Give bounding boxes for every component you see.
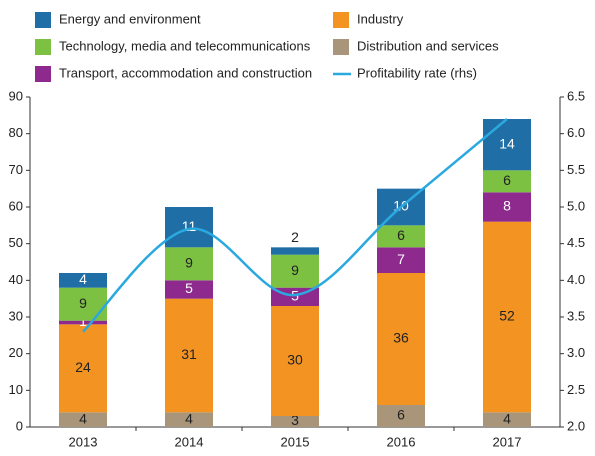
y2-tick-label: 4.0 xyxy=(567,272,585,287)
bar-segment xyxy=(377,405,425,427)
y2-tick-label: 2.0 xyxy=(567,418,585,433)
y2-tick-label: 5.5 xyxy=(567,162,585,177)
bar-segment xyxy=(271,247,319,255)
bar-segment xyxy=(271,254,319,288)
x-tick-label: 2014 xyxy=(175,434,204,449)
data-label: 31 xyxy=(181,346,197,362)
bar-segment xyxy=(271,306,319,416)
bar-segment xyxy=(377,273,425,405)
bar-segment xyxy=(59,287,107,321)
bar-segment xyxy=(165,412,213,427)
bar-segment xyxy=(165,280,213,299)
bar-segment xyxy=(377,247,425,273)
y2-tick-label: 3.5 xyxy=(567,308,585,323)
y2-tick-label: 5.0 xyxy=(567,198,585,213)
data-label: 30 xyxy=(287,352,303,368)
data-label: 9 xyxy=(185,255,193,271)
bar-segment xyxy=(165,207,213,248)
y-tick-label: 90 xyxy=(9,88,23,103)
bar-segment xyxy=(483,170,531,193)
y-tick-label: 60 xyxy=(9,198,23,213)
legend-label: Distribution and services xyxy=(357,38,499,53)
data-label: 2 xyxy=(291,229,299,245)
bar-segment xyxy=(483,412,531,427)
legend-swatch xyxy=(333,39,349,55)
data-label: 6 xyxy=(397,227,405,243)
data-label: 6 xyxy=(397,407,405,423)
y2-tick-label: 6.5 xyxy=(567,88,585,103)
data-label: 9 xyxy=(291,262,299,278)
bar-segment xyxy=(483,119,531,171)
data-label: 52 xyxy=(499,308,515,324)
data-label: 4 xyxy=(79,410,87,426)
bar-segment xyxy=(271,416,319,427)
legend-swatch xyxy=(333,12,349,28)
bar-segment xyxy=(165,247,213,281)
y-tick-label: 10 xyxy=(9,382,23,397)
data-label: 14 xyxy=(499,135,515,151)
bar-segment xyxy=(59,273,107,288)
x-tick-label: 2016 xyxy=(387,434,416,449)
data-label: 24 xyxy=(75,359,91,375)
data-label: 1 xyxy=(79,313,87,329)
y-tick-label: 50 xyxy=(9,235,23,250)
y2-tick-label: 6.0 xyxy=(567,125,585,140)
legend-swatch xyxy=(35,39,51,55)
y2-tick-label: 3.0 xyxy=(567,345,585,360)
data-label: 5 xyxy=(185,280,193,296)
legend-swatch xyxy=(35,66,51,82)
line xyxy=(82,118,508,333)
bar-segment xyxy=(483,221,531,413)
data-label: 6 xyxy=(503,172,511,188)
y-tick-label: 80 xyxy=(9,125,23,140)
data-label: 36 xyxy=(393,330,409,346)
y-tick-label: 70 xyxy=(9,162,23,177)
y-tick-label: 30 xyxy=(9,308,23,323)
legend-label: Energy and environment xyxy=(59,11,201,26)
legend-label: Technology, media and telecommunications xyxy=(59,38,311,53)
bar-segment xyxy=(59,324,107,413)
y2-tick-label: 2.5 xyxy=(567,382,585,397)
y-tick-label: 0 xyxy=(16,418,23,433)
data-label: 3 xyxy=(291,412,299,428)
bar-segment xyxy=(377,225,425,248)
data-label: 4 xyxy=(503,410,511,426)
data-label: 7 xyxy=(397,251,405,267)
legend-label: Industry xyxy=(357,11,404,26)
bar-segment xyxy=(165,298,213,413)
data-label: 4 xyxy=(185,410,193,426)
y-tick-label: 20 xyxy=(9,345,23,360)
bar-segment xyxy=(483,192,531,222)
x-tick-label: 2015 xyxy=(281,434,310,449)
legend-label: Profitability rate (rhs) xyxy=(357,65,477,80)
legend-swatch xyxy=(35,12,51,28)
legend-label: Transport, accommodation and constructio… xyxy=(59,65,312,80)
data-label: 4 xyxy=(79,271,87,287)
x-tick-label: 2013 xyxy=(69,434,98,449)
y-tick-label: 40 xyxy=(9,272,23,287)
bar-segment xyxy=(59,320,107,325)
data-label: 8 xyxy=(503,198,511,214)
bar-segment xyxy=(59,412,107,427)
data-label: 9 xyxy=(79,295,87,311)
y2-tick-label: 4.5 xyxy=(567,235,585,250)
x-tick-label: 2017 xyxy=(493,434,522,449)
